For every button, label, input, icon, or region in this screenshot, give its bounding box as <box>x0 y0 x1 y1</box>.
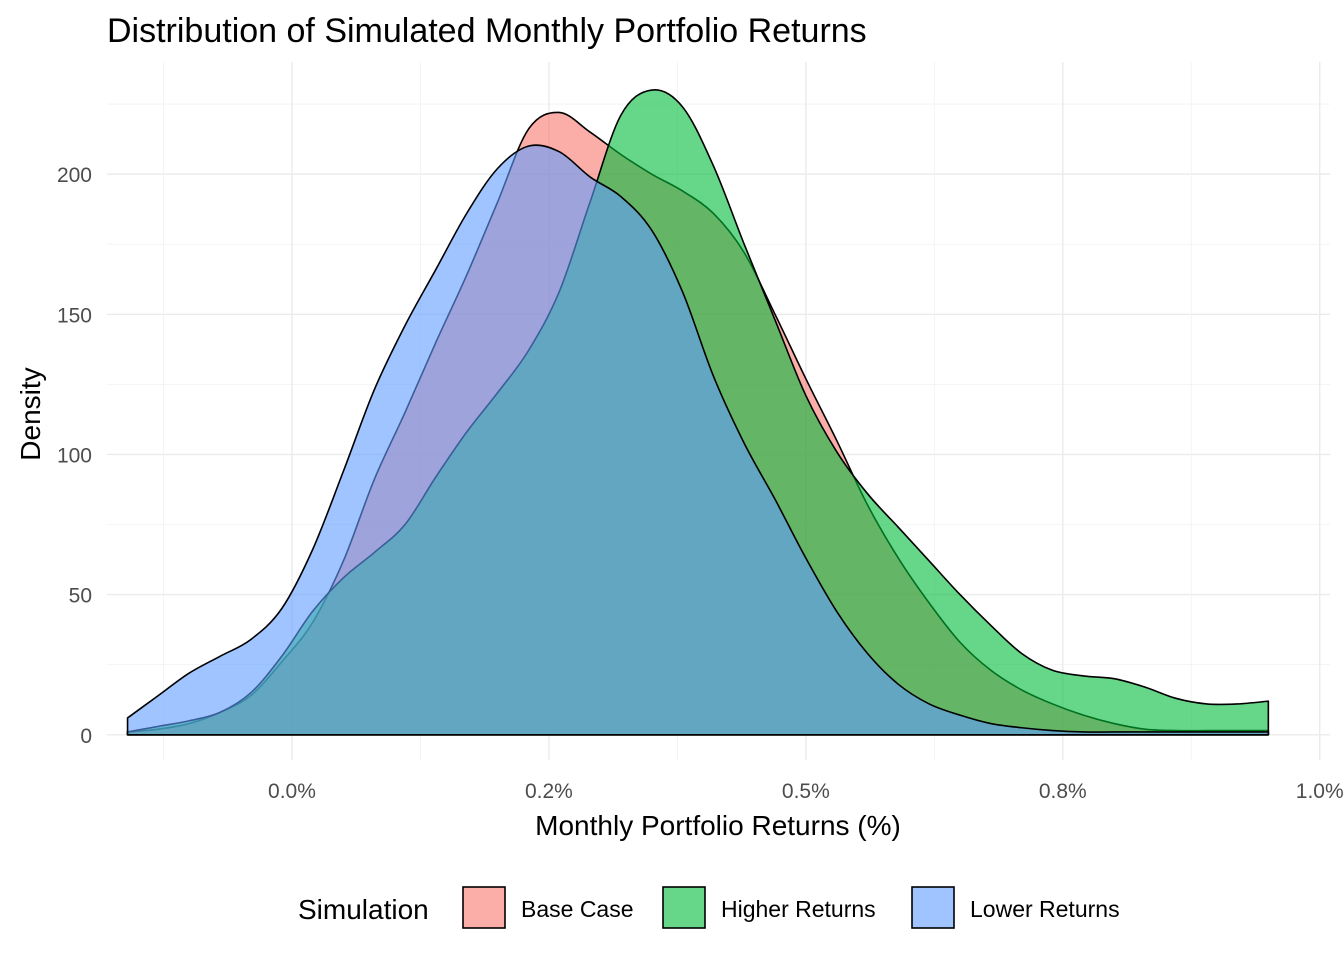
x-tick-label: 0.0% <box>268 780 316 803</box>
density-areas <box>126 89 1270 736</box>
chart-title: Distribution of Simulated Monthly Portfo… <box>107 12 867 50</box>
legend-key-base-case <box>462 886 506 929</box>
x-tick-label: 0.8% <box>1039 780 1087 803</box>
y-tick-label: 100 <box>57 444 92 467</box>
legend-label-base-case: Base Case <box>521 896 634 922</box>
legend-key-higher-returns <box>662 886 706 929</box>
density-area-lower-returns <box>126 144 1270 736</box>
y-tick-label: 0 <box>80 725 92 748</box>
legend-label-higher-returns: Higher Returns <box>721 896 876 922</box>
legend-items: Base Case Higher Returns Lower Returns <box>462 886 1120 929</box>
y-tick-label: 200 <box>57 164 92 187</box>
x-tick-label: 0.5% <box>782 780 830 803</box>
y-axis-title: Density <box>15 367 46 460</box>
legend-key-lower-returns <box>911 886 955 929</box>
y-tick-label: 150 <box>57 304 92 327</box>
legend-title: Simulation <box>298 894 429 925</box>
legend-label-lower-returns: Lower Returns <box>970 896 1120 922</box>
y-tick-label: 50 <box>69 585 92 608</box>
x-axis-title: Monthly Portfolio Returns (%) <box>535 810 901 841</box>
x-tick-label: 0.2% <box>525 780 573 803</box>
x-tick-label: 1.0% <box>1296 780 1344 803</box>
axis-tick-labels: 0.0% 0.2% 0.5% 0.8% 1.0% 0 50 100 150 200 <box>57 164 1344 803</box>
legend: Simulation Base Case Higher Returns Lower … <box>298 886 1120 929</box>
